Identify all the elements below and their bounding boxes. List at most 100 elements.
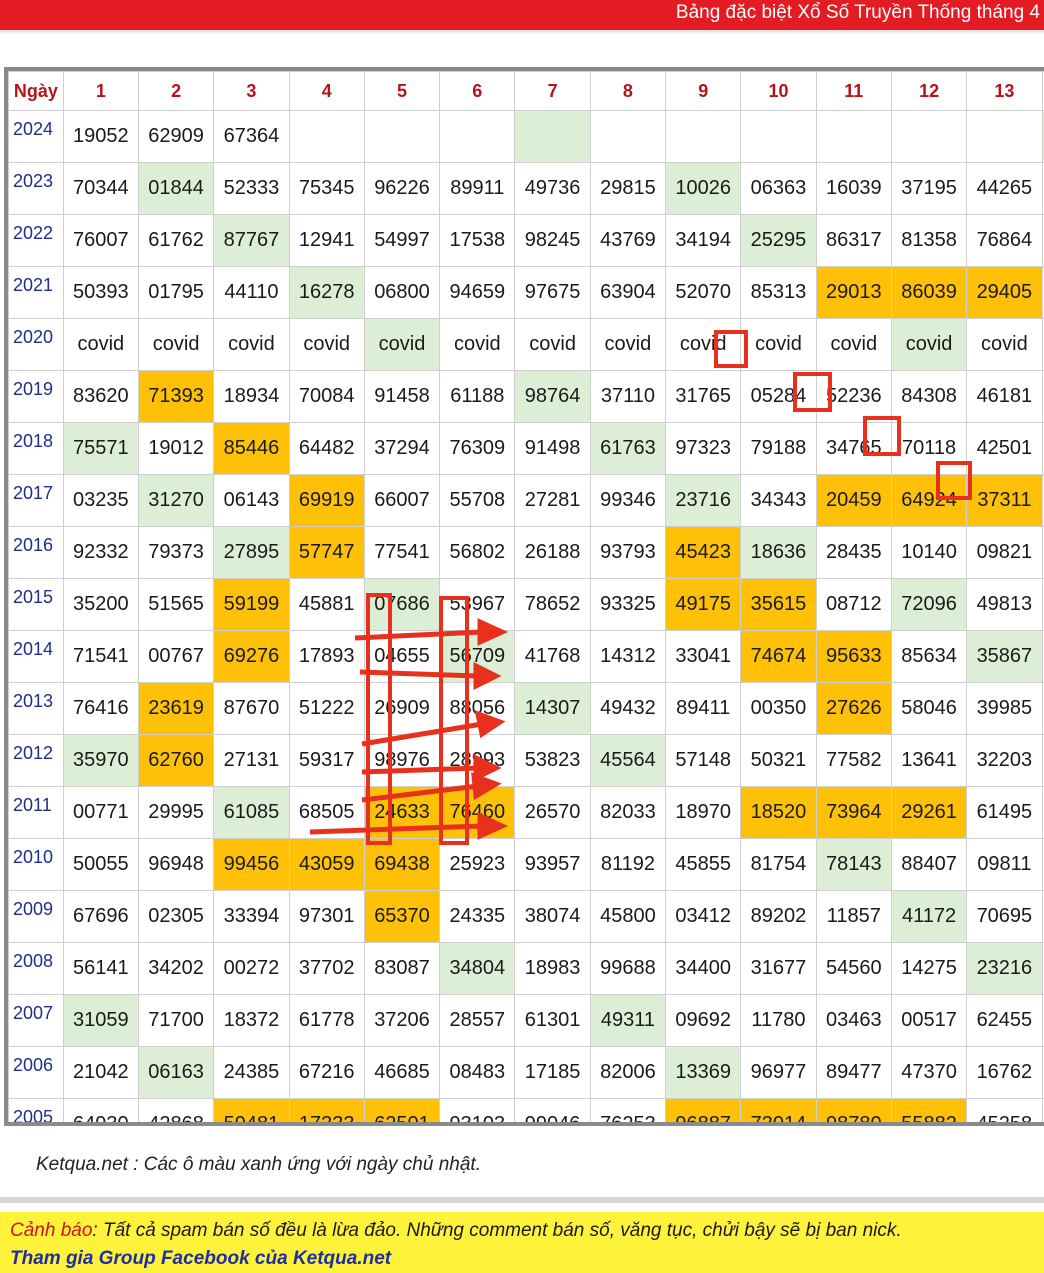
result-cell: 99346 bbox=[589, 474, 667, 527]
result-cell: 61778 bbox=[288, 994, 365, 1047]
result-cell: 45800 bbox=[589, 890, 667, 943]
result-cell: 64924 bbox=[890, 474, 968, 527]
result-cell: 59199 bbox=[213, 578, 290, 631]
day-column-header: 5 bbox=[363, 71, 441, 111]
page-header-bar: Bảng đặc biệt Xổ Số Truyền Thống tháng 4 bbox=[0, 0, 1044, 30]
result-cell: 28557 bbox=[439, 994, 516, 1047]
result-cell: 05284 bbox=[740, 370, 817, 423]
special-prize-table: Ngày 1234567891011121314 202419052629096… bbox=[8, 71, 1044, 1122]
result-cell: 70344 bbox=[62, 162, 139, 215]
result-cell: 16039 bbox=[815, 162, 892, 215]
result-cell: 98976 bbox=[363, 734, 441, 787]
table-row: 2022 76007 61762 87767 12941 54997 17538 98245 4… bbox=[8, 214, 1044, 267]
result-cell: 94659 bbox=[439, 266, 516, 319]
table-body: 2024 19052 62909 67364 2023 70344 01844 52333 75… bbox=[8, 110, 1044, 1122]
result-cell: covid bbox=[966, 318, 1043, 371]
result-cell: 93325 bbox=[589, 578, 667, 631]
result-cell: 11780 bbox=[740, 994, 817, 1047]
result-cell: 76007 bbox=[62, 214, 139, 267]
day-column-header: 2 bbox=[137, 71, 215, 111]
result-cell: 54997 bbox=[363, 214, 441, 267]
result-cell: 06800 bbox=[363, 266, 441, 319]
result-cell: 33041 bbox=[665, 630, 742, 683]
year-cell: 2005 bbox=[8, 1098, 64, 1122]
result-cell: 18934 bbox=[213, 370, 290, 423]
result-cell: 76416 bbox=[62, 682, 139, 735]
result-cell: 32203 bbox=[966, 734, 1043, 787]
year-cell: 2022 bbox=[8, 214, 64, 267]
result-cell: 03463 bbox=[815, 994, 892, 1047]
result-cell: 85446 bbox=[213, 422, 290, 475]
result-cell: 35615 bbox=[740, 578, 817, 631]
result-cell: 23216 bbox=[966, 942, 1043, 995]
table-header-row: Ngày 1234567891011121314 bbox=[8, 71, 1044, 111]
result-cell bbox=[665, 110, 742, 163]
result-cell: 68505 bbox=[288, 786, 365, 839]
result-cell: 21042 bbox=[62, 1046, 139, 1099]
result-cell: 29815 bbox=[589, 162, 667, 215]
result-cell: 53967 bbox=[439, 578, 516, 631]
result-cell: 45258 bbox=[966, 1098, 1043, 1122]
result-cell: 78652 bbox=[514, 578, 591, 631]
result-cell bbox=[363, 110, 441, 163]
result-cell: 96977 bbox=[740, 1046, 817, 1099]
result-cell: 89477 bbox=[815, 1046, 892, 1099]
year-cell: 2018 bbox=[8, 422, 64, 475]
result-cell: 23619 bbox=[137, 682, 215, 735]
result-cell: 13641 bbox=[890, 734, 968, 787]
result-cell: 71541 bbox=[62, 630, 139, 683]
result-cell: 17893 bbox=[288, 630, 365, 683]
result-cell: 00767 bbox=[137, 630, 215, 683]
table-row: 2013 76416 23619 87670 51222 26909 88056 14307 4… bbox=[8, 682, 1044, 735]
result-cell: 81754 bbox=[740, 838, 817, 891]
result-cell: 56141 bbox=[62, 942, 139, 995]
result-cell: 02305 bbox=[137, 890, 215, 943]
result-cell: 16762 bbox=[966, 1046, 1043, 1099]
result-cell: 34343 bbox=[740, 474, 817, 527]
result-cell: covid bbox=[213, 318, 290, 371]
result-cell: 07686 bbox=[363, 578, 441, 631]
year-cell: 2015 bbox=[8, 578, 64, 631]
result-cell: 17333 bbox=[288, 1098, 365, 1122]
result-cell: covid bbox=[665, 318, 742, 371]
result-cell: 26909 bbox=[363, 682, 441, 735]
result-cell: 09811 bbox=[966, 838, 1043, 891]
result-cell: covid bbox=[890, 318, 968, 371]
year-cell: 2008 bbox=[8, 942, 64, 995]
result-cell: 99046 bbox=[514, 1098, 591, 1122]
result-cell: 19052 bbox=[62, 110, 139, 163]
year-cell: 2006 bbox=[8, 1046, 64, 1099]
result-cell: 35867 bbox=[966, 630, 1043, 683]
result-cell: 17185 bbox=[514, 1046, 591, 1099]
result-cell: 81192 bbox=[589, 838, 667, 891]
day-column-header: 10 bbox=[740, 71, 817, 111]
result-cell: 42501 bbox=[966, 422, 1043, 475]
result-cell: covid bbox=[514, 318, 591, 371]
result-cell: 57747 bbox=[288, 526, 365, 579]
result-cell: 12941 bbox=[288, 214, 365, 267]
result-cell: 42868 bbox=[137, 1098, 215, 1122]
result-cell: 82033 bbox=[589, 786, 667, 839]
lottery-table-container[interactable]: Ngày 1234567891011121314 202419052629096… bbox=[4, 67, 1044, 1126]
result-cell: 19012 bbox=[137, 422, 215, 475]
result-cell: 52236 bbox=[815, 370, 892, 423]
result-cell: 06143 bbox=[213, 474, 290, 527]
result-cell: 44265 bbox=[966, 162, 1043, 215]
result-cell: 75345 bbox=[288, 162, 365, 215]
year-cell: 2012 bbox=[8, 734, 64, 787]
facebook-group-link[interactable]: Tham gia Group Facebook của Ketqua.net bbox=[10, 1248, 392, 1269]
year-cell: 2009 bbox=[8, 890, 64, 943]
result-cell: 46685 bbox=[363, 1046, 441, 1099]
result-cell: covid bbox=[740, 318, 817, 371]
table-row: 2005 64930 42868 59481 17333 62501 93103 99046 7… bbox=[8, 1098, 1044, 1122]
result-cell: 89911 bbox=[439, 162, 516, 215]
result-cell: 34765 bbox=[815, 422, 892, 475]
result-cell: 25923 bbox=[439, 838, 516, 891]
year-cell: 2024 bbox=[8, 110, 64, 163]
result-cell bbox=[966, 110, 1043, 163]
result-cell: 87767 bbox=[213, 214, 290, 267]
result-cell: 28993 bbox=[439, 734, 516, 787]
result-cell: 50321 bbox=[740, 734, 817, 787]
day-column-header: 13 bbox=[966, 71, 1043, 111]
result-cell: 70118 bbox=[890, 422, 968, 475]
